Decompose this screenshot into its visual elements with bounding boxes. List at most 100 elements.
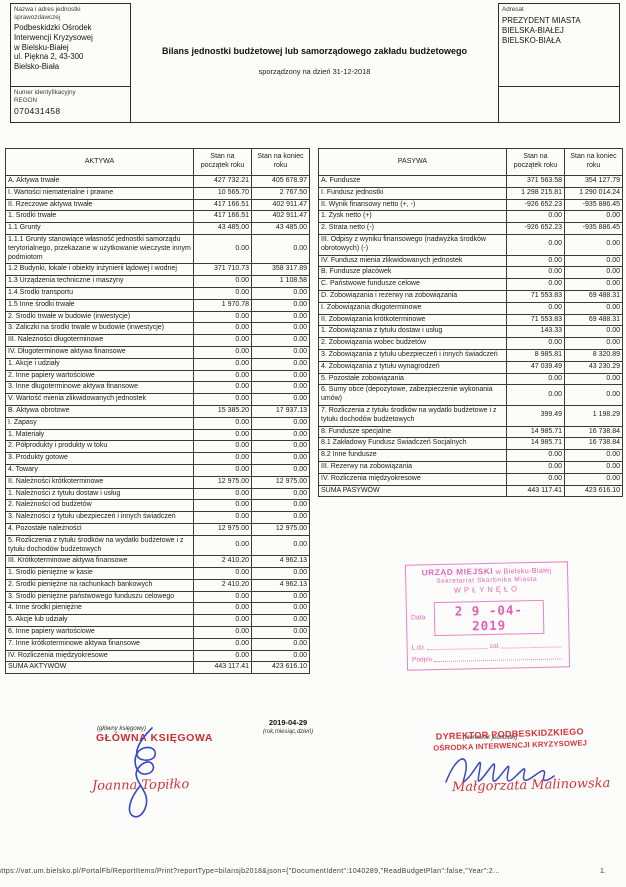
table-row: 3. Zobowiązania z tytułu ubezpieczeń i i… bbox=[318, 348, 623, 362]
row-label: 3. Inne długoterminowe aktywa finansowe bbox=[5, 381, 194, 395]
table-row: 1.3 Urządzenia techniczne i maszyny 0.00 1… bbox=[5, 275, 310, 288]
document-subtitle: sporządzony na dzień 31-12-2018 bbox=[258, 67, 371, 76]
value-opening: 14 985.71 bbox=[506, 425, 565, 439]
stamp-office-city: w Bielsku-Białej bbox=[493, 565, 552, 576]
table-row: 8. Fundusze specjalne 14 985.71 16 738.84 bbox=[318, 425, 623, 439]
table-row: III. Krótkoterminowe aktywa finansowe 2 4… bbox=[5, 555, 310, 569]
row-label: I. Zobowiązania długoterminowe bbox=[318, 301, 507, 315]
value-opening: 8 985.81 bbox=[506, 348, 565, 362]
table-row: 4. Inne środki pieniężne 0.00 0.00 bbox=[5, 602, 310, 616]
value-opening: 0.00 bbox=[193, 393, 252, 406]
row-label: 6. Inne papiery wartościowe bbox=[5, 626, 194, 639]
table-row: 1. Akcje i udziały 0.00 0.00 bbox=[5, 357, 310, 371]
value-closing: 0.00 bbox=[564, 210, 623, 224]
table-row: IV. Długoterminowe aktywa finansowe 0.00 0… bbox=[5, 345, 310, 359]
addressee-line: BIELSKA-BIAŁEJ bbox=[502, 25, 564, 35]
stamp-dotted-leader bbox=[427, 643, 488, 651]
row-label: 2. Inne papiery wartościowe bbox=[5, 369, 194, 383]
value-opening: 427 732.21 bbox=[193, 175, 252, 188]
value-opening: 371 710.73 bbox=[193, 263, 252, 277]
row-label: B. Aktywa obrotowe bbox=[5, 404, 194, 418]
stamp-date-value: 2 9 -04- 2019 bbox=[454, 602, 524, 634]
value-opening: -926 652.23 bbox=[506, 222, 565, 235]
regon-value: 070431458 bbox=[14, 106, 61, 117]
regon-label-line1: Numer identyfikacyjny bbox=[14, 89, 76, 96]
table-row: I. Zobowiązania długoterminowe 0.00 0.00 bbox=[318, 301, 623, 315]
chief-accountant-stamp-title: GŁÓWNA KSIĘGOWA bbox=[95, 732, 214, 744]
value-opening: 0.00 bbox=[193, 428, 252, 442]
addressee-box: Adresat PREZYDENT MIASTA BIELSKA-BIAŁEJ … bbox=[498, 3, 620, 123]
value-opening: 0.00 bbox=[506, 337, 565, 350]
column-header-label: AKTYWA bbox=[5, 148, 194, 176]
reporting-unit-address: Podbeskidzki Ośrodek Interwencji Kryzyso… bbox=[14, 23, 127, 72]
value-opening: 0.00 bbox=[193, 626, 252, 639]
row-label: 2. Zobowiązania wobec budżetów bbox=[318, 337, 507, 350]
table-row: IV. Rozliczenia międzyokresowe 0.00 0.00 bbox=[5, 649, 310, 663]
assets-table: AKTYWA Stan na początek roku Stan na konie… bbox=[5, 148, 310, 675]
value-closing: 2 767.50 bbox=[251, 186, 310, 200]
row-label: 3. Zobowiązania z tytułu ubezpieczeń i i… bbox=[318, 348, 507, 362]
value-opening: 0.00 bbox=[193, 369, 252, 383]
value-closing: 405 678.97 bbox=[251, 175, 310, 188]
value-closing: -935 886.45 bbox=[564, 198, 623, 212]
row-label: I. Wartości niematerialne i prawne bbox=[5, 186, 194, 200]
value-opening: 0.00 bbox=[506, 460, 565, 474]
column-header-label: PASYWA bbox=[318, 148, 507, 176]
value-closing: 12 975.00 bbox=[251, 475, 310, 489]
column-header-opening-balance: Stan na początek roku bbox=[506, 148, 565, 176]
row-label: 2. Strata netto (-) bbox=[318, 222, 507, 235]
value-closing: 0.00 bbox=[251, 322, 310, 336]
table-row: 1. Należności z tytułu dostaw i usług 0.0… bbox=[5, 487, 310, 501]
table-row: 1.4 Środki transportu 0.00 0.00 bbox=[5, 286, 310, 300]
value-opening: 0.00 bbox=[193, 233, 252, 265]
chief-accountant-signature-scribble bbox=[128, 727, 157, 818]
table-row: 5. Akcje lub udziały 0.00 0.00 bbox=[5, 614, 310, 628]
address-line: Bielsko-Biała bbox=[14, 62, 60, 72]
table-header-row: PASYWA Stan na początek roku Stan na konie… bbox=[318, 148, 623, 176]
stamp-dotted-leader bbox=[434, 653, 562, 663]
table-row: 2. Zobowiązania wobec budżetów 0.00 0.00 bbox=[318, 337, 623, 350]
value-closing: 0.00 bbox=[251, 345, 310, 359]
row-label: IV. Rozliczenia międzyokresowe bbox=[5, 649, 194, 663]
value-opening: 0.00 bbox=[193, 590, 252, 604]
row-label: 1.1.1 Grunty stanowiące własność jednost… bbox=[5, 233, 194, 265]
table-row: III. Odpisy z wyniku finansowego (nadwyż… bbox=[318, 233, 623, 256]
value-closing: 0.00 bbox=[564, 472, 623, 486]
value-closing: 0.00 bbox=[251, 440, 310, 454]
table-header-row: AKTYWA Stan na początek roku Stan na konie… bbox=[5, 148, 310, 176]
value-opening: 371 563.58 bbox=[506, 175, 565, 188]
table-row: 2. Inne papiery wartościowe 0.00 0.00 bbox=[5, 369, 310, 383]
row-label: 8.1 Zakładowy Fundusz Świadczeń Socjalny… bbox=[318, 437, 507, 451]
row-label: IV. Rozliczenia międzyokresowe bbox=[318, 472, 507, 486]
row-label: 3. Zaliczki na środki trwałe w budowie (… bbox=[5, 322, 194, 336]
regon-label-line2: REGON bbox=[14, 96, 38, 104]
value-opening: 0.00 bbox=[193, 322, 252, 336]
table-row: 1. Zysk netto (+) 0.00 0.00 bbox=[318, 210, 623, 224]
value-closing: 0.00 bbox=[564, 325, 623, 339]
row-label: 1.1 Grunty bbox=[5, 222, 194, 235]
row-label: 1. Materiały bbox=[5, 428, 194, 442]
address-line: w Bielsku-Białej bbox=[14, 42, 69, 52]
value-opening: 143.33 bbox=[506, 325, 565, 339]
row-label: 1. Zysk netto (+) bbox=[318, 210, 507, 224]
value-closing: 0.00 bbox=[251, 452, 310, 465]
value-closing: 423 616.10 bbox=[251, 661, 310, 675]
value-opening: 2 410.20 bbox=[193, 578, 252, 592]
value-opening: 417 166.51 bbox=[193, 198, 252, 212]
stamp-received-line: WPŁYNĘŁO bbox=[453, 584, 521, 595]
date-block: 2019-04-29 (rok,miesiąc,dzień) bbox=[238, 718, 338, 735]
table-row: B. Fundusze placówek 0.00 0.00 bbox=[318, 266, 623, 280]
unit-head-printed-caption: (kierownik jednostki) bbox=[463, 735, 518, 741]
table-row: I. Fundusz jednostki 1 298 215.81 1 290 01… bbox=[318, 186, 623, 200]
row-label: 5. Rozliczenia z tytułu środków na wydat… bbox=[5, 534, 194, 557]
table-row: II. Zobowiązania krótkoterminowe 71 553.8… bbox=[318, 313, 623, 327]
value-closing: 0.00 bbox=[251, 357, 310, 371]
table-row: 1.2 Budynki, lokale i obiekty inżynierii… bbox=[5, 263, 310, 277]
row-label: I. Zapasy bbox=[5, 416, 194, 430]
table-row: V. Wartość mienia zlikwidowanych jednost… bbox=[5, 393, 310, 406]
stamp-date-label: Data bbox=[410, 614, 426, 622]
value-opening: 0.00 bbox=[193, 487, 252, 501]
row-label: II. Należności krótkoterminowe bbox=[5, 475, 194, 489]
row-label: 1.3 Urządzenia techniczne i maszyny bbox=[5, 275, 194, 288]
